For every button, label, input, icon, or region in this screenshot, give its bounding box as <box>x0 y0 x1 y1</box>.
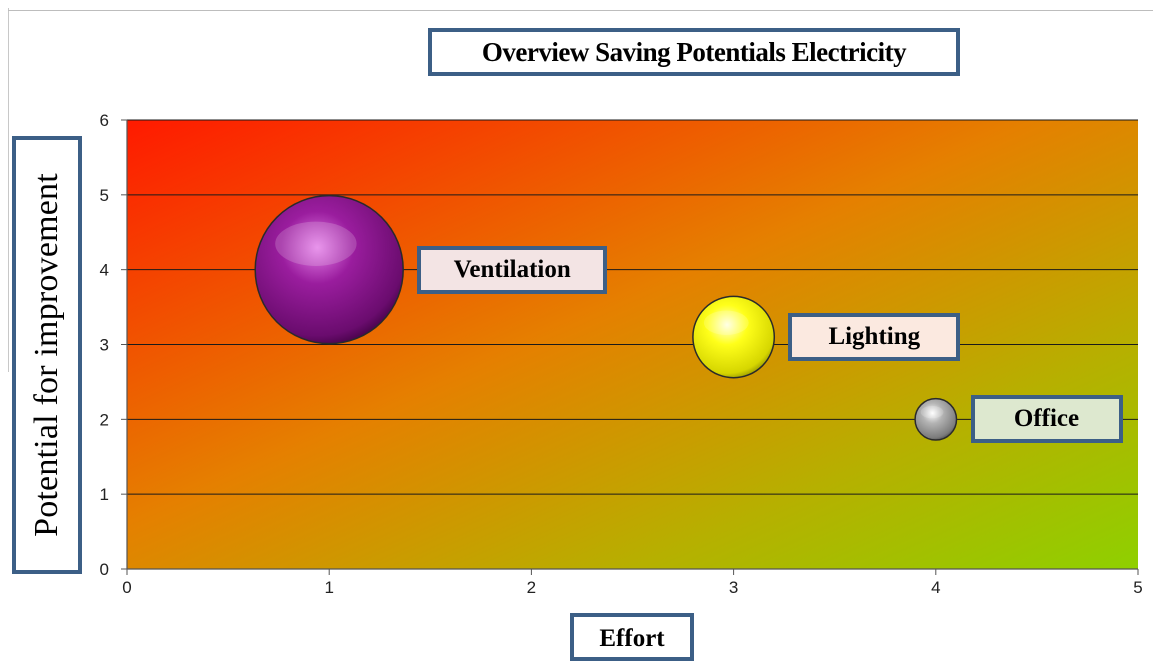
x-axis-label: Effort <box>570 613 694 661</box>
bubble-highlight-office <box>920 405 944 419</box>
chart-title: Overview Saving Potentials Electricity <box>428 28 960 76</box>
bubble-label-lighting: Lighting <box>788 313 961 362</box>
x-tick-label-1: 1 <box>324 578 333 597</box>
bubble-ventilation <box>254 194 404 345</box>
x-tick-label-3: 3 <box>729 578 738 597</box>
y-tick-label-2: 2 <box>100 410 109 429</box>
y-tick-label-6: 6 <box>100 111 109 130</box>
y-tick-label-0: 0 <box>100 560 109 579</box>
top-rule <box>8 10 1153 11</box>
y-tick-label-3: 3 <box>100 336 109 355</box>
bubble-label-ventilation: Ventilation <box>417 245 608 294</box>
bubble-office <box>914 397 958 441</box>
bubble-lighting <box>692 295 776 379</box>
y-axis-label: Potential for improvement <box>12 136 82 574</box>
x-tick-label-5: 5 <box>1133 578 1142 597</box>
y-tick-label-1: 1 <box>100 485 109 504</box>
bubble-highlight-lighting <box>703 310 749 335</box>
x-tick-label-4: 4 <box>931 578 940 597</box>
y-tick-label-4: 4 <box>100 261 109 280</box>
x-tick-label-2: 2 <box>527 578 536 597</box>
x-tick-label-0: 0 <box>122 578 131 597</box>
window-frame-edge <box>0 8 9 372</box>
y-axis-label-text: Potential for improvement <box>28 173 65 537</box>
bubble-highlight-ventilation <box>275 221 357 266</box>
y-tick-label-5: 5 <box>100 186 109 205</box>
bubble-label-office: Office <box>970 395 1123 444</box>
